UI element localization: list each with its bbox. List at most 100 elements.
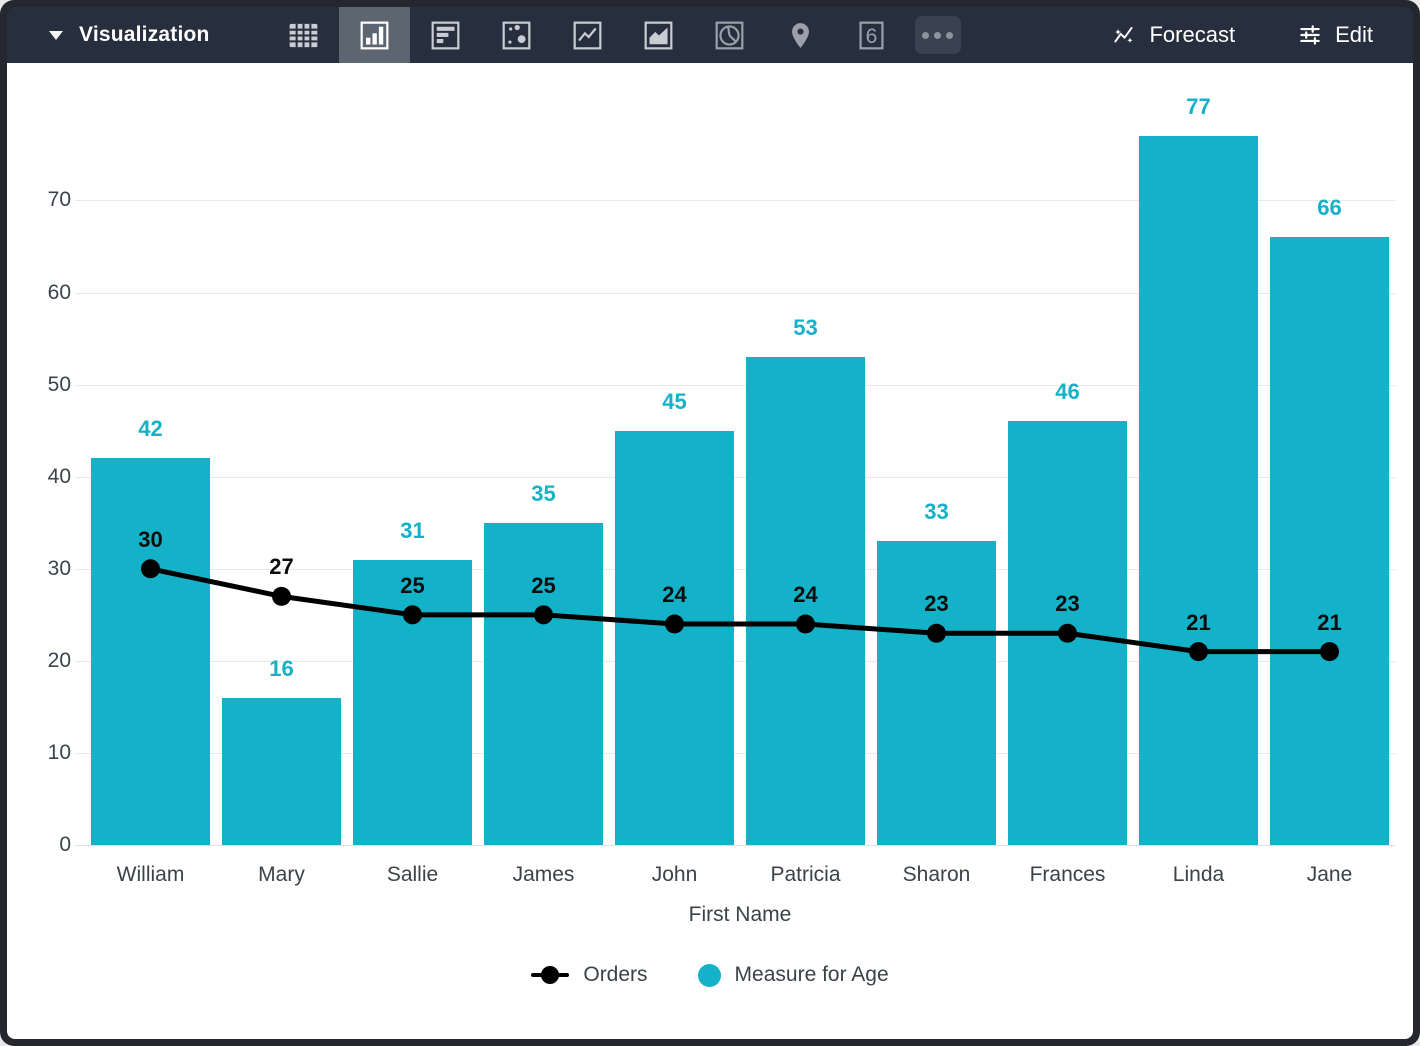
gridline-50 xyxy=(75,384,1395,386)
bar-Mary[interactable] xyxy=(222,697,341,845)
forecast-label: Forecast xyxy=(1149,22,1236,47)
edit-label: Edit xyxy=(1335,22,1373,47)
panel-title: Visualization xyxy=(79,23,210,46)
legend-label: Orders xyxy=(583,963,648,986)
line-point-Sallie[interactable] xyxy=(403,605,422,625)
bar-value-label: 42 xyxy=(138,416,163,442)
combo-chart-plot: 0 10 20 30 40 50 60 70 42 16 31 35 45 53 33 46 77 66 30 27 2… xyxy=(48,90,1395,856)
chevron-down-icon xyxy=(49,30,63,40)
gridline-20 xyxy=(75,660,1395,662)
bar-value-label: 45 xyxy=(662,388,687,414)
legend-item-orders[interactable]: Orders xyxy=(531,963,648,987)
x-tick-label-Sharon: Sharon xyxy=(902,863,971,886)
x-tick-label-Frances: Frances xyxy=(1029,863,1106,886)
line-value-label: 21 xyxy=(1317,609,1342,635)
bar-value-label: 16 xyxy=(269,655,294,681)
forecast-sparkle-icon xyxy=(1114,26,1134,43)
bar-value-label: 66 xyxy=(1317,195,1342,221)
y-tick-label: 70 xyxy=(47,188,71,212)
y-tick-label: 0 xyxy=(59,833,71,856)
scatter-chart-icon xyxy=(502,21,531,49)
gridline-60 xyxy=(75,292,1395,294)
chart-type-single-value-button[interactable]: 6 xyxy=(836,7,907,63)
chart-type-line-button[interactable] xyxy=(552,7,623,63)
y-tick-label: 20 xyxy=(47,648,71,672)
bar-Patricia[interactable] xyxy=(746,357,865,845)
x-axis-title: First Name xyxy=(688,903,792,926)
chart-type-area-button[interactable] xyxy=(623,7,694,63)
legend-label: Measure for Age xyxy=(734,963,889,986)
gridline-30 xyxy=(75,568,1395,570)
area-chart-icon xyxy=(644,21,673,49)
edit-button[interactable]: Edit xyxy=(1297,22,1373,48)
x-tick-label-Jane: Jane xyxy=(1306,863,1353,886)
line-value-label: 30 xyxy=(138,526,163,552)
toolbar-actions: Forecast Edit xyxy=(1111,22,1413,48)
legend-item-measure-for-age[interactable]: Measure for Age xyxy=(697,963,889,987)
bar-value-label: 77 xyxy=(1186,94,1211,120)
x-tick-label-Mary: Mary xyxy=(258,863,305,886)
chart-type-switcher: 6 xyxy=(268,7,969,63)
pie-chart-icon xyxy=(715,21,744,49)
line-point-Patricia[interactable] xyxy=(796,614,815,634)
line-point-William[interactable] xyxy=(141,559,160,579)
bar-value-label: 46 xyxy=(1055,379,1080,405)
chart-legend: Orders Measure for Age xyxy=(7,963,1413,987)
line-point-Jane[interactable] xyxy=(1320,642,1339,662)
bar-John[interactable] xyxy=(615,430,734,845)
y-tick-label: 30 xyxy=(47,556,71,580)
chart-type-more-button[interactable] xyxy=(907,7,969,63)
line-value-label: 23 xyxy=(1055,591,1080,617)
line-value-label: 25 xyxy=(531,572,556,598)
orders-line xyxy=(141,559,1339,662)
chart-type-map-button[interactable] xyxy=(765,7,836,63)
bar-James[interactable] xyxy=(484,522,603,845)
line-chart-icon xyxy=(573,21,602,49)
line-point-John[interactable] xyxy=(665,614,684,634)
x-tick-label-Patricia: Patricia xyxy=(770,863,841,886)
y-tick-label: 60 xyxy=(47,280,71,304)
svg-text:6: 6 xyxy=(865,24,877,47)
line-point-James[interactable] xyxy=(534,605,553,625)
visualization-header[interactable]: Visualization xyxy=(7,23,210,47)
gridline-0 xyxy=(75,845,1395,846)
bar-value-label: 33 xyxy=(924,499,949,525)
line-point-Sharon[interactable] xyxy=(927,623,946,643)
bar-value-label: 53 xyxy=(793,315,818,340)
line-value-label: 27 xyxy=(269,554,294,580)
line-point-Mary[interactable] xyxy=(272,586,291,606)
gridline-40 xyxy=(75,476,1395,478)
bar-Jane[interactable] xyxy=(1270,237,1389,845)
bar-Linda[interactable] xyxy=(1139,136,1258,845)
chart-type-table-button[interactable] xyxy=(268,7,339,63)
y-tick-label: 40 xyxy=(47,464,71,488)
forecast-button[interactable]: Forecast xyxy=(1111,22,1235,48)
chart-type-bar-button[interactable] xyxy=(410,7,481,63)
x-tick-label-James: James xyxy=(512,863,575,886)
single-value-icon: 6 xyxy=(859,21,884,49)
chart-type-scatter-button[interactable] xyxy=(481,7,552,63)
line-point-Frances[interactable] xyxy=(1058,623,1077,643)
x-tick-label-William: William xyxy=(116,863,185,886)
x-tick-label-Sallie: Sallie xyxy=(386,863,439,886)
chart-type-column-button[interactable] xyxy=(338,7,410,63)
line-value-label: 24 xyxy=(793,582,818,608)
line-value-label: 21 xyxy=(1186,609,1211,635)
y-tick-label: 10 xyxy=(47,740,71,764)
line-value-label: 23 xyxy=(924,591,949,617)
chart-type-pie-button[interactable] xyxy=(694,7,765,63)
gridline-70 xyxy=(75,200,1395,202)
bar-value-label: 35 xyxy=(531,480,556,506)
tune-icon xyxy=(1300,25,1320,45)
bar-Sharon[interactable] xyxy=(877,541,996,845)
bar-William[interactable] xyxy=(91,458,210,845)
table-icon xyxy=(289,23,317,47)
x-tick-label-John: John xyxy=(651,863,698,886)
y-tick-label: 50 xyxy=(47,372,71,396)
bar-value-label: 31 xyxy=(400,517,425,543)
line-point-Linda[interactable] xyxy=(1189,642,1208,662)
line-value-label: 24 xyxy=(662,582,687,608)
bar-chart-icon xyxy=(431,21,460,49)
column-chart-icon xyxy=(360,21,389,49)
